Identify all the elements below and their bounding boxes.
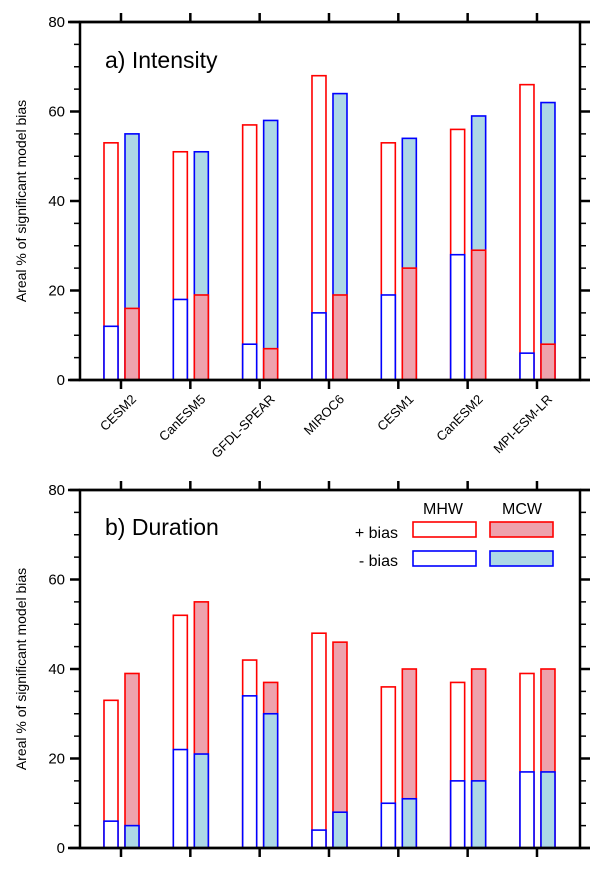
- bar-mhw-neg-canesm5: [172, 298, 189, 381]
- bar-mhw-pos-miroc6: [311, 632, 327, 849]
- bars-intensity: [103, 74, 556, 381]
- bar-mcw-pos-gfdl-spear: [262, 347, 279, 381]
- bar-mcw-neg-miroc6: [332, 811, 348, 849]
- axes-intensity: [68, 13, 590, 389]
- legend-label-pos-bias: + bias: [355, 525, 398, 542]
- legend-swatch-mhw-neg: [412, 550, 477, 567]
- category-labels: CESM2 CanESM5 GFDL-SPEAR MIROC6 CESM1 CanESM2…: [97, 392, 555, 461]
- bar-mcw-pos-miroc6: [332, 294, 348, 381]
- plot-frame: [78, 20, 582, 382]
- legend-swatch-mcw-pos: [489, 521, 554, 538]
- y-tick-label-60: 60: [48, 572, 65, 589]
- y-tick-label-60: 60: [48, 104, 65, 121]
- panel-title-intensity: a) Intensity: [105, 47, 218, 73]
- y-tick-label-0: 0: [57, 840, 65, 857]
- bar-mhw-neg-canesm2: [449, 253, 466, 381]
- bar-mhw-neg-cesm2: [103, 820, 119, 849]
- bar-mhw-neg-canesm2: [449, 780, 466, 849]
- y-tick-label-40: 40: [48, 193, 65, 210]
- bar-mhw-neg-gfdl-spear: [241, 695, 258, 849]
- plot-frame: [78, 488, 582, 850]
- bar-mcw-pos-canesm5: [193, 294, 210, 381]
- y-tick-label-20: 20: [48, 283, 65, 300]
- legend-header-mcw: MCW: [502, 501, 543, 518]
- y-tick-label-80: 80: [48, 14, 65, 31]
- legend-swatch-mhw-pos: [412, 521, 477, 538]
- bar-mhw-neg-cesm1: [380, 294, 397, 381]
- bar-mhw-neg-cesm1: [380, 802, 397, 849]
- bar-mhw-pos-gfdl-spear: [241, 124, 258, 381]
- bar-mcw-neg-cesm1: [401, 797, 418, 849]
- y-tick-label-20: 20: [48, 751, 65, 768]
- y-tick-labels-intensity: 0 20 40 60 80: [48, 14, 65, 389]
- panel-title-duration: b) Duration: [105, 514, 219, 540]
- category-label-cesm1: CESM1: [374, 392, 416, 434]
- category-label-canesm5: CanESM5: [156, 392, 209, 445]
- category-label-cesm2: CESM2: [97, 392, 139, 434]
- y-axis-label: Areal % of significant model bias: [13, 568, 29, 770]
- y-tick-label-0: 0: [57, 372, 65, 389]
- bar-mcw-pos-canesm2: [470, 249, 487, 381]
- category-label-mpi-esm-lr: MPI-ESM-LR: [490, 392, 555, 457]
- bar-mhw-neg-mpi-esm-lr: [519, 352, 535, 381]
- bar-mcw-neg-cesm2: [124, 824, 140, 849]
- y-tick-label-40: 40: [48, 661, 65, 678]
- panel-duration: b) Duration Areal % of significant model…: [13, 481, 590, 857]
- y-axis-label: Areal % of significant model bias: [13, 100, 29, 302]
- bar-mcw-neg-mpi-esm-lr: [540, 771, 556, 849]
- bar-mcw-neg-gfdl-spear: [262, 119, 279, 381]
- legend-swatch-mcw-neg: [489, 550, 554, 567]
- bar-mcw-pos-cesm2: [124, 307, 140, 381]
- bars-duration: [103, 601, 556, 849]
- legend-label-neg-bias: - bias: [359, 553, 398, 570]
- axes-duration: [68, 481, 590, 857]
- category-label-miroc6: MIROC6: [301, 392, 347, 438]
- bar-mcw-pos-mpi-esm-lr: [540, 343, 556, 381]
- bar-mhw-neg-cesm2: [103, 325, 119, 381]
- legend: MHW MCW + bias - bias: [355, 501, 554, 570]
- bar-mcw-pos-cesm2: [124, 672, 140, 849]
- bar-mcw-neg-canesm5: [193, 753, 210, 849]
- bar-mhw-neg-canesm5: [172, 748, 189, 849]
- y-tick-labels-duration: 0 20 40 60 80: [48, 482, 65, 857]
- bar-mcw-neg-canesm2: [470, 780, 487, 849]
- bar-mhw-neg-gfdl-spear: [241, 343, 258, 381]
- legend-header-mhw: MHW: [423, 501, 464, 518]
- y-tick-label-80: 80: [48, 482, 65, 499]
- panel-intensity: a) Intensity Areal % of significant mode…: [13, 13, 590, 461]
- category-label-canesm2: CanESM2: [433, 392, 486, 445]
- bar-mcw-neg-gfdl-spear: [262, 712, 279, 849]
- bar-mhw-pos-mpi-esm-lr: [519, 83, 535, 381]
- bar-mcw-neg-mpi-esm-lr: [540, 101, 556, 381]
- category-label-gfdl-spear: GFDL-SPEAR: [208, 392, 277, 461]
- bar-mhw-neg-miroc6: [311, 829, 327, 849]
- bar-mhw-neg-mpi-esm-lr: [519, 771, 535, 849]
- bar-mhw-neg-miroc6: [311, 312, 327, 381]
- bar-mcw-pos-cesm1: [401, 267, 418, 381]
